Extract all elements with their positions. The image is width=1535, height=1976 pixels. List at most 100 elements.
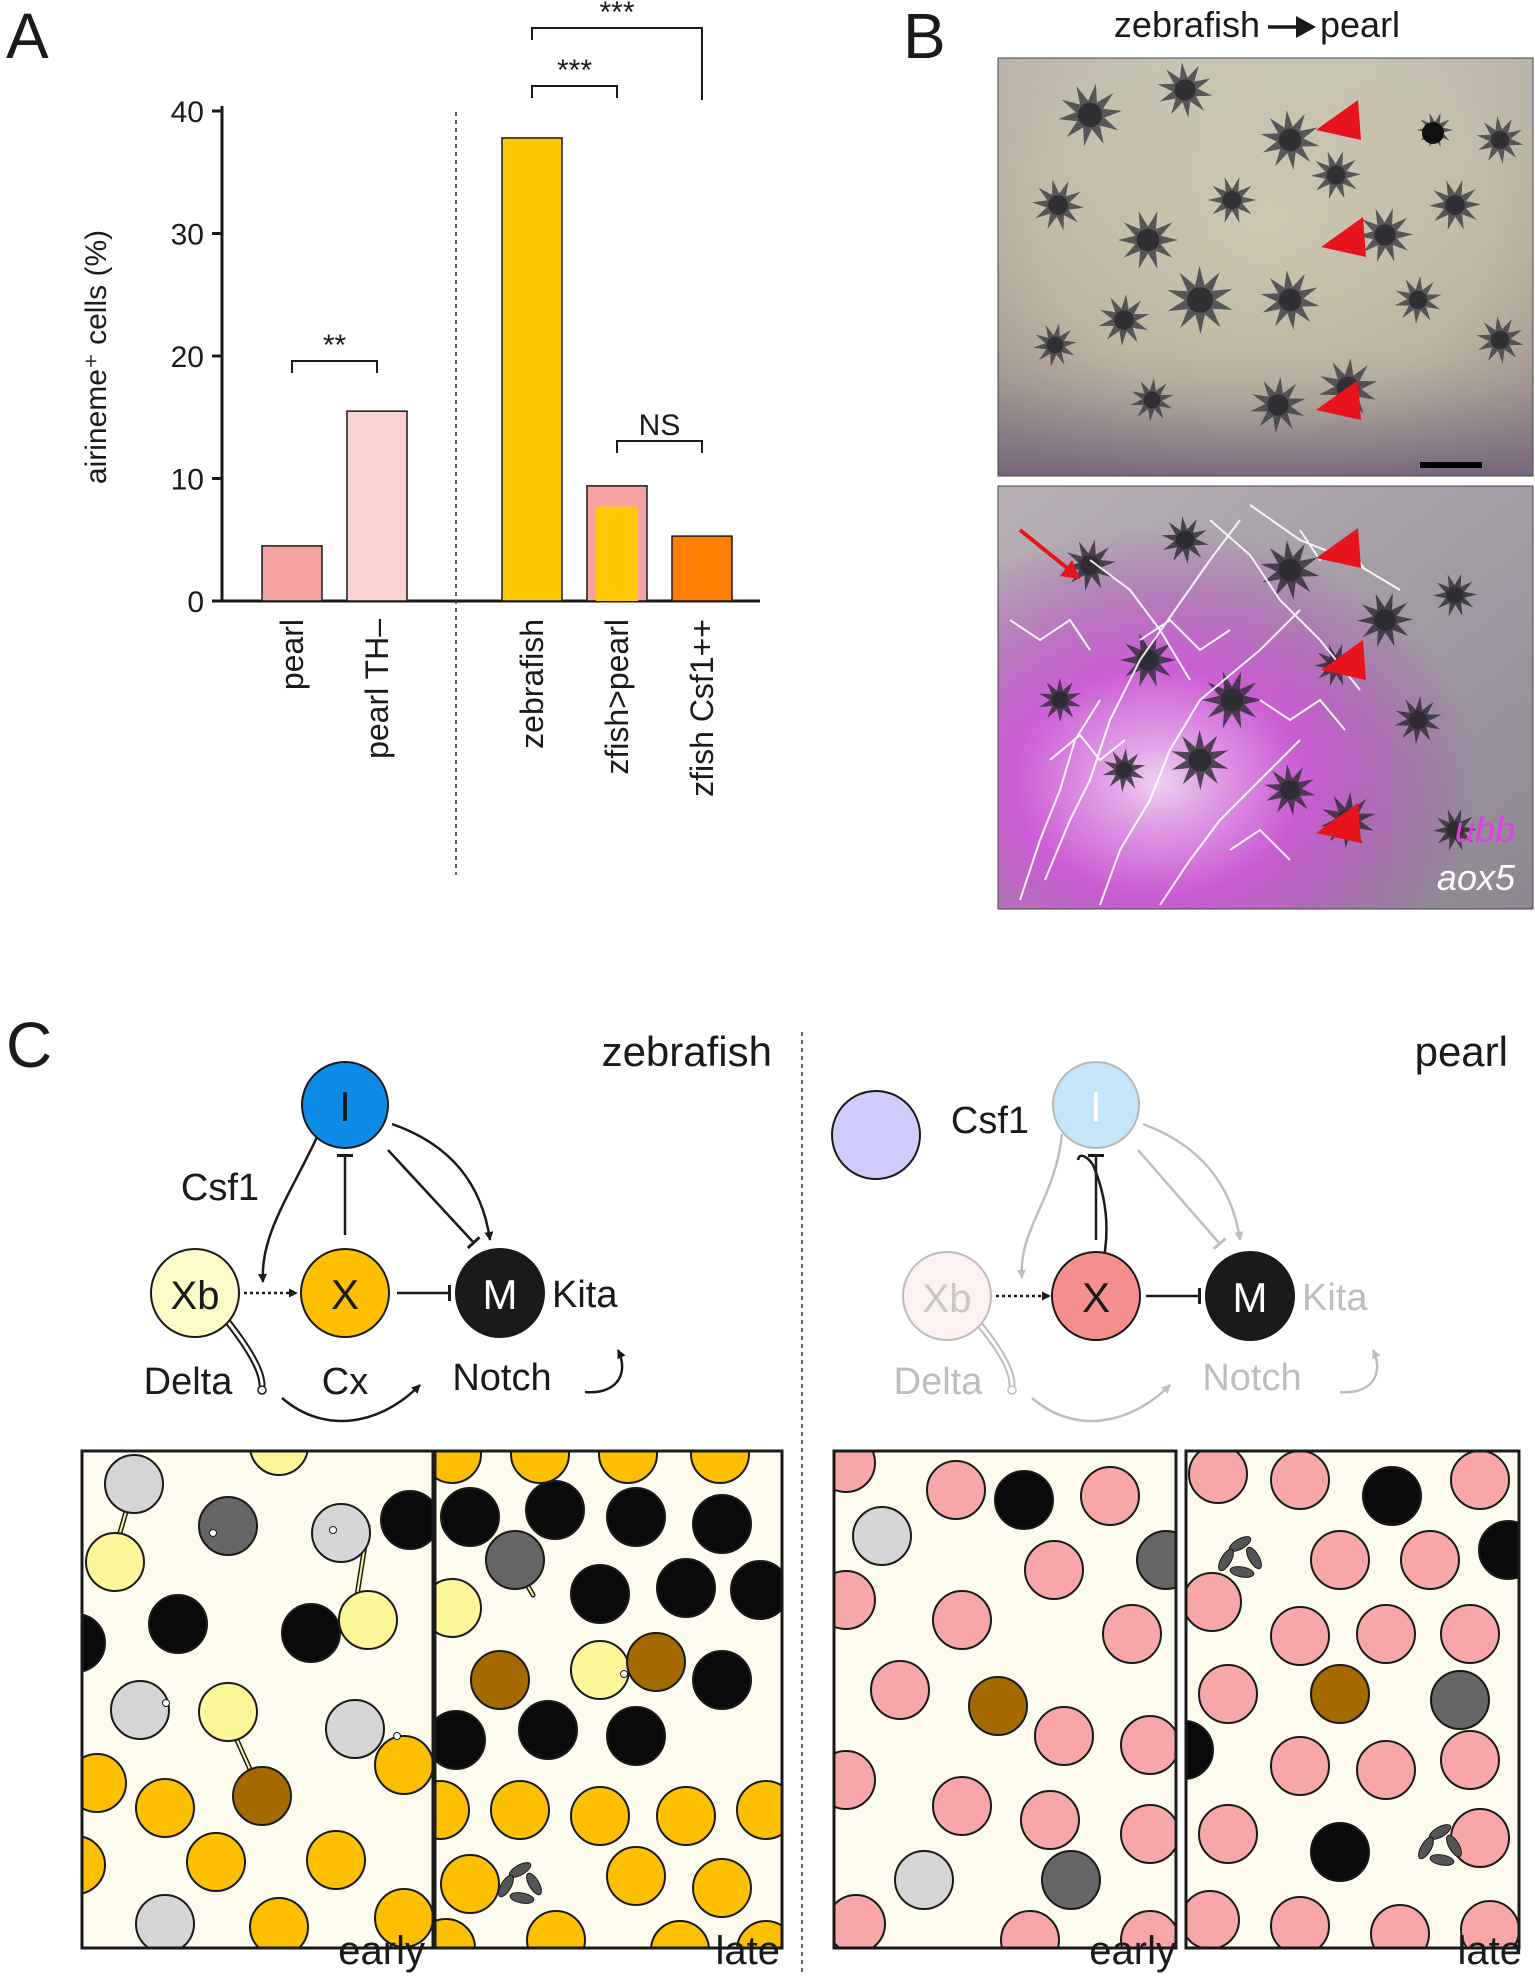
significance-label: NS xyxy=(639,409,681,442)
zebrafish-late-label: late xyxy=(716,1929,781,1973)
red-arrowhead-icon xyxy=(1316,528,1361,568)
melanophore xyxy=(1310,1822,1370,1882)
melanophore-precursor xyxy=(232,1766,292,1826)
red-arrowhead-icon xyxy=(1316,803,1361,843)
pearl-xanthophore xyxy=(1356,1604,1416,1664)
zebrafish-early-label: early xyxy=(338,1929,425,1973)
xanthophore xyxy=(490,1780,550,1840)
panel-c-letter: C xyxy=(6,1009,52,1081)
pearl-xanthophore xyxy=(1270,1896,1330,1948)
xanthophore xyxy=(135,1778,195,1838)
xanthophore xyxy=(510,1451,570,1484)
pearl-xanthophore xyxy=(1034,1706,1094,1766)
melanoblast xyxy=(485,1530,545,1590)
melanophore xyxy=(994,1470,1054,1530)
y-tick-label: 30 xyxy=(171,219,204,252)
pearl-xanthophore xyxy=(834,1570,876,1630)
melanophore xyxy=(570,1564,630,1624)
xanthophore xyxy=(598,1451,658,1484)
red-arrow-icon xyxy=(1018,528,1074,574)
aox5-signal xyxy=(1089,559,1191,681)
iridophore xyxy=(325,1699,385,1759)
melanophore xyxy=(692,1650,752,1710)
aox5-signal xyxy=(1009,618,1091,651)
cell-debris xyxy=(1429,1854,1455,1866)
pearl-xanthophore xyxy=(1450,1808,1510,1868)
pearl-xanthophore xyxy=(932,1776,992,1836)
pearl-title: pearl xyxy=(1415,1028,1508,1075)
y-axis-label: airineme⁺ cells (%) xyxy=(80,230,113,484)
melanophore-precursor xyxy=(470,1650,530,1710)
pearl-xanthophore xyxy=(1020,1790,1080,1850)
cell-debris xyxy=(1218,1548,1234,1572)
significance-bracket xyxy=(616,440,703,453)
cell-debris xyxy=(1418,1836,1434,1860)
xanthophore xyxy=(690,1451,750,1484)
significance-bracket xyxy=(531,27,703,100)
xanthophore xyxy=(736,1780,782,1840)
aox5-signal xyxy=(1259,698,1346,731)
xanthophore xyxy=(306,1830,366,1890)
xanthoblast xyxy=(249,1451,309,1476)
y-tick-label: 20 xyxy=(171,341,204,374)
micrograph-top xyxy=(998,58,1533,476)
aox5-signal xyxy=(1159,739,1301,906)
node-x-label: X xyxy=(1082,1274,1110,1321)
pearl-xanthophore xyxy=(1198,1664,1258,1724)
pearl-xanthophore xyxy=(834,1750,876,1810)
zebrafish-early-field xyxy=(82,1451,433,1948)
node-m-label: M xyxy=(483,1271,518,1318)
melanoblast xyxy=(1136,1530,1176,1590)
bar-chart: 0 10 20 30 40 pearl pearl TH– zebrafish zfish>pe… xyxy=(171,0,760,875)
melanophore xyxy=(281,1603,341,1663)
pearl-xanthophore xyxy=(1270,1606,1330,1666)
node-i-label: I xyxy=(1090,1083,1102,1130)
melanophore xyxy=(82,1613,106,1673)
y-tick-label: 40 xyxy=(171,96,204,129)
pearl-xanthophore xyxy=(1102,1604,1162,1664)
legend-aox5: aox5 xyxy=(1437,857,1516,898)
iridophore xyxy=(135,1894,195,1948)
pearl-xanthophore xyxy=(1440,1604,1500,1664)
label-csf1: Csf1 xyxy=(951,1100,1029,1142)
node-xb xyxy=(150,1248,240,1338)
melanophore-precursor xyxy=(968,1676,1028,1736)
pearl-xanthophore xyxy=(1198,1804,1258,1864)
aox5-signal xyxy=(1139,618,1231,652)
node-x xyxy=(1051,1251,1141,1341)
panel-a-letter: A xyxy=(6,0,49,72)
label-kita: Kita xyxy=(1302,1277,1368,1319)
category-label: zfish>pearl xyxy=(599,619,635,775)
significance-label: *** xyxy=(599,0,634,29)
significance-bracket xyxy=(291,360,378,373)
melanoblast xyxy=(1041,1850,1101,1910)
label-delta: Delta xyxy=(144,1361,234,1403)
xanthophore xyxy=(435,1918,476,1948)
pearl-xanthophore xyxy=(1270,1451,1330,1510)
pearl-late-label: late xyxy=(1458,1929,1523,1973)
melanophore xyxy=(518,1700,578,1760)
melanophore xyxy=(440,1487,500,1547)
iridophore xyxy=(852,1506,912,1566)
xanthophore xyxy=(82,1753,127,1813)
pearl-xanthophore xyxy=(1400,1530,1460,1590)
cell-debris xyxy=(526,1872,542,1896)
pearl-early-field xyxy=(834,1451,1176,1948)
label-kita: Kita xyxy=(552,1274,618,1316)
node-i xyxy=(301,1061,389,1149)
significance-label: ** xyxy=(323,329,347,362)
bar-inner xyxy=(596,506,638,601)
aox5-signal xyxy=(1099,609,1301,906)
melanophore xyxy=(1186,1720,1214,1780)
bar xyxy=(501,137,563,602)
iridophore xyxy=(110,1680,170,1740)
pearl-xanthophore xyxy=(1370,1904,1430,1948)
xanthophore xyxy=(650,1920,710,1948)
melanophore xyxy=(525,1480,585,1540)
label-delta: Delta xyxy=(894,1361,984,1403)
label-notch: Notch xyxy=(1202,1357,1301,1399)
melanophore xyxy=(380,1490,433,1550)
pearl-xanthophore xyxy=(926,1460,986,1520)
bar xyxy=(671,535,733,602)
pearl-xanthophore xyxy=(870,1660,930,1720)
